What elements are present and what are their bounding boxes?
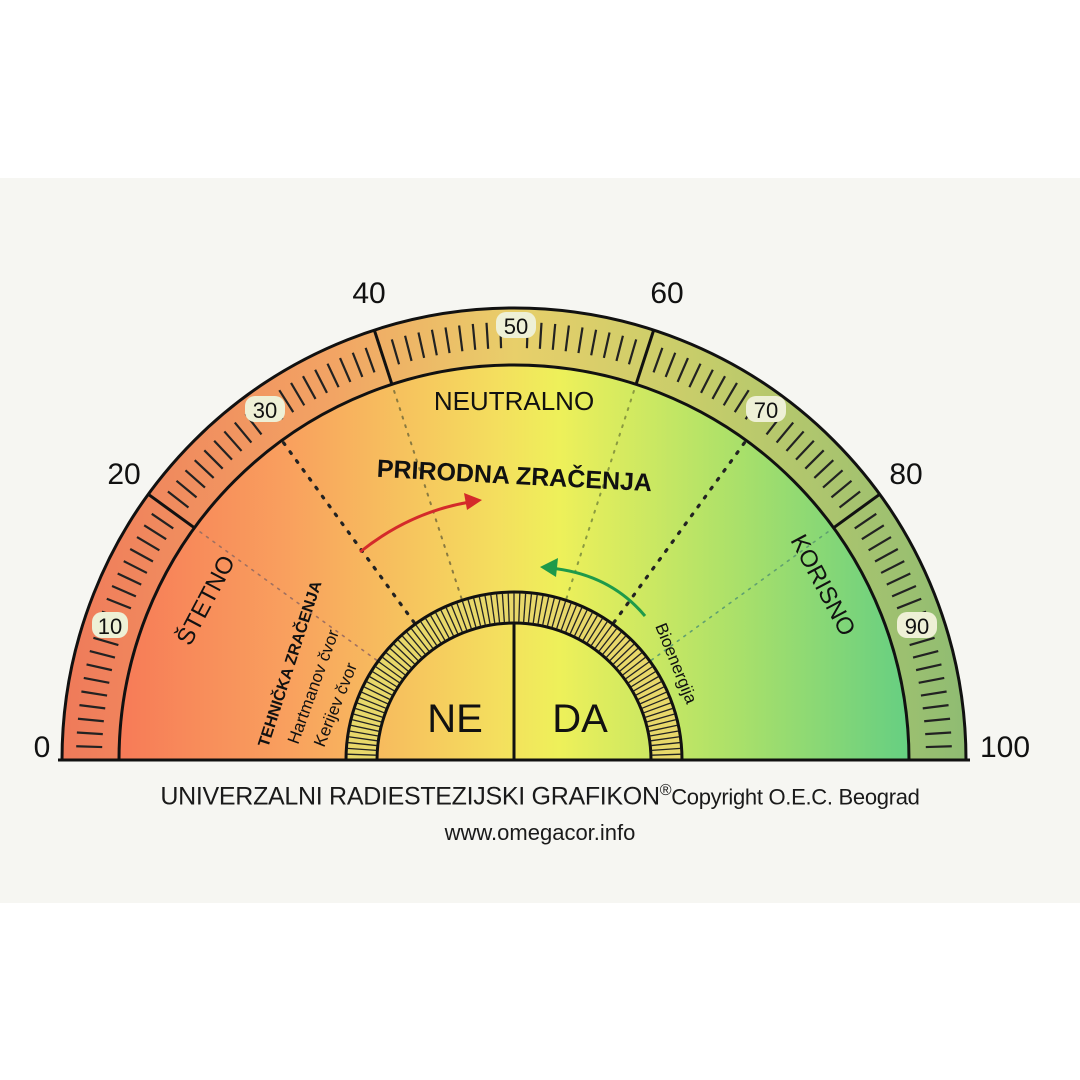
scale-label-80: 80 [889,458,922,491]
scale-ticks [76,322,952,749]
green-arrow-head [540,558,558,577]
scale-label-100: 100 [980,731,1030,764]
scale-dividers [147,329,881,530]
scale-label-90: 90 [905,614,929,639]
red-arrow-head [464,493,482,510]
copyright-text: Copyright O.E.C. Beograd [671,784,920,810]
scale-label-40: 40 [352,277,385,310]
red-arrow [359,500,471,554]
answer-ring-hatch [347,593,681,756]
answer-yes: DA [552,697,608,741]
zone-neutral-label: NEUTRALNO [434,386,594,416]
registered-mark: ® [659,782,672,799]
dotted-guides [195,385,833,661]
title-text: UNIVERZALNI RADIESTEZIJSKI GRAFIKON [160,782,660,811]
website-url: www.omegacor.info [444,820,636,845]
scale-label-20: 20 [107,458,140,491]
main-area [117,363,911,762]
green-arrow [549,566,647,617]
scale-label-60: 60 [650,277,683,310]
scale-label-10: 10 [98,614,122,639]
scale-label-30: 30 [253,398,277,423]
chart-title: UNIVERZALNI RADIESTEZIJSKI GRAFIKON®Copy… [0,782,1080,811]
scale-label-70: 70 [754,398,778,423]
scale-label-50: 50 [504,314,528,339]
scale-label-0: 0 [34,731,51,764]
answer-no: NE [427,697,483,741]
